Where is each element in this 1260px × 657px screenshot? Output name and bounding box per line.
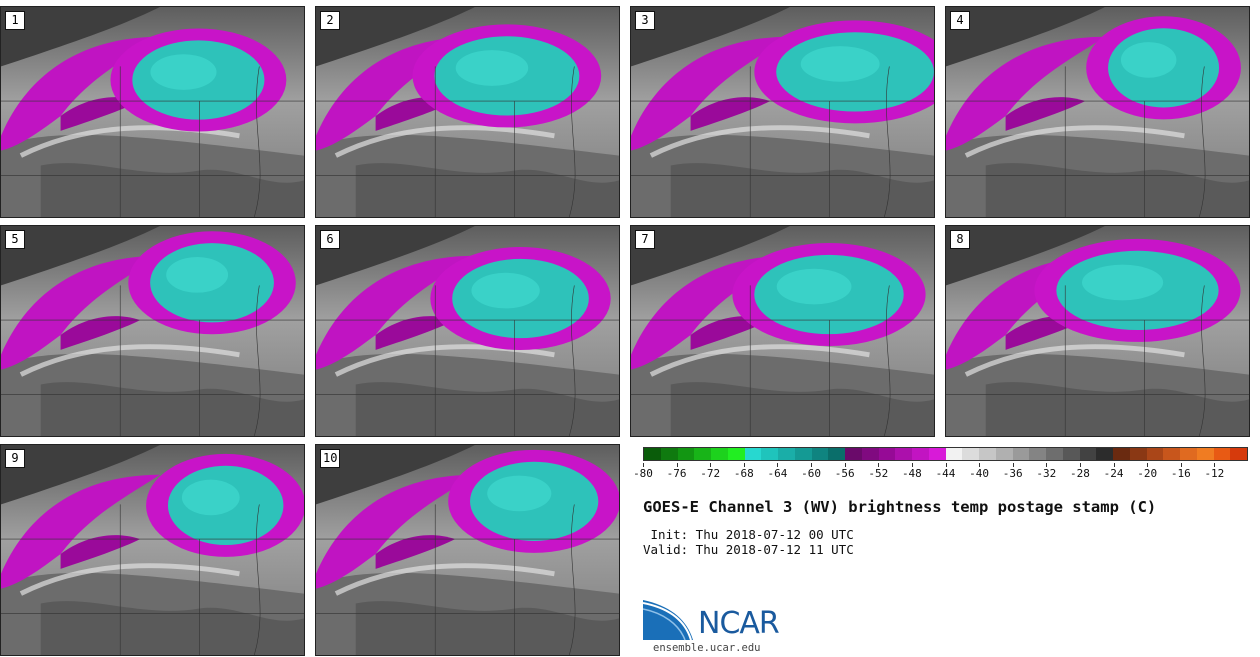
colorbar-segment (929, 448, 946, 460)
water-vapor-map (946, 7, 1249, 217)
colorbar-segment (678, 448, 695, 460)
water-vapor-map (631, 226, 934, 436)
ncar-wordmark: NCAR (698, 608, 779, 640)
init-time: Init: Thu 2018-07-12 00 UTC (643, 527, 854, 542)
colorbar-segment (1063, 448, 1080, 460)
water-vapor-map (316, 445, 619, 655)
colorbar-tick-label: -56 (835, 467, 855, 480)
colorbar-tick-label: -80 (633, 467, 653, 480)
colorbar-segment (745, 448, 762, 460)
colorbar-tick-label: -36 (1003, 467, 1023, 480)
colorbar-segment (996, 448, 1013, 460)
colorbar-segment (895, 448, 912, 460)
map-panel: 6 (315, 225, 620, 437)
colorbar-ticks: -80 -76 -72 -68 -64 -60 -56 -52 -48 -44 -40 -36 -32-… (643, 463, 1248, 483)
colorbar-segment (1029, 448, 1046, 460)
water-vapor-map (1, 445, 304, 655)
water-vapor-map (1, 226, 304, 436)
colorbar-segment (1046, 448, 1063, 460)
water-vapor-map (316, 7, 619, 217)
colorbar-segment (845, 448, 862, 460)
panel-number: 2 (320, 11, 340, 30)
colorbar-tick-label: -20 (1137, 467, 1157, 480)
colorbar-segment (1180, 448, 1197, 460)
colorbar-segment (1214, 448, 1231, 460)
colorbar-segment (1113, 448, 1130, 460)
colorbar-tick-label: -72 (700, 467, 720, 480)
panel-number: 3 (635, 11, 655, 30)
colorbar-segment (761, 448, 778, 460)
colorbar-segment (1130, 448, 1147, 460)
panel-number: 10 (320, 449, 340, 468)
colorbar-segment (862, 448, 879, 460)
colorbar-tick-label: -12 (1204, 467, 1224, 480)
map-panel: 1 (0, 6, 305, 218)
colorbar-segment (1230, 448, 1247, 460)
map-panel: 9 (0, 444, 305, 656)
colorbar (643, 447, 1248, 461)
colorbar-segment (778, 448, 795, 460)
colorbar-segment (879, 448, 896, 460)
map-panel: 10 (315, 444, 620, 656)
colorbar-tick-label: -16 (1171, 467, 1191, 480)
colorbar-segment (795, 448, 812, 460)
map-panel: 8 (945, 225, 1250, 437)
colorbar-segment (1163, 448, 1180, 460)
panel-number: 9 (5, 449, 25, 468)
colorbar-tick-label: -48 (902, 467, 922, 480)
water-vapor-map (946, 226, 1249, 436)
colorbar-tick-label: -40 (969, 467, 989, 480)
colorbar-tick-label: -44 (936, 467, 956, 480)
colorbar-segment (661, 448, 678, 460)
panel-number: 8 (950, 230, 970, 249)
map-panel: 2 (315, 6, 620, 218)
colorbar-segment (962, 448, 979, 460)
water-vapor-map (316, 226, 619, 436)
panel-number: 5 (5, 230, 25, 249)
map-panel: 7 (630, 225, 935, 437)
colorbar-tick-label: -76 (667, 467, 687, 480)
panel-number: 6 (320, 230, 340, 249)
map-panel: 5 (0, 225, 305, 437)
colorbar-segment (946, 448, 963, 460)
colorbar-tick-label: -68 (734, 467, 754, 480)
map-panel: 4 (945, 6, 1250, 218)
colorbar-tick-label: -28 (1070, 467, 1090, 480)
colorbar-segment (1013, 448, 1030, 460)
colorbar-tick-label: -52 (868, 467, 888, 480)
colorbar-segment (912, 448, 929, 460)
panel-number: 1 (5, 11, 25, 30)
figure-title: GOES-E Channel 3 (WV) brightness temp po… (643, 498, 1156, 516)
colorbar-segment (644, 448, 661, 460)
water-vapor-map (631, 7, 934, 217)
panel-number: 4 (950, 11, 970, 30)
colorbar-segment (1080, 448, 1097, 460)
colorbar-segment (1096, 448, 1113, 460)
map-panel: 3 (630, 6, 935, 218)
colorbar-segment (728, 448, 745, 460)
colorbar-segment (1147, 448, 1164, 460)
valid-time: Valid: Thu 2018-07-12 11 UTC (643, 542, 854, 557)
colorbar-segment (828, 448, 845, 460)
colorbar-segment (1197, 448, 1214, 460)
colorbar-tick-label: -64 (768, 467, 788, 480)
colorbar-segment (711, 448, 728, 460)
colorbar-segment (812, 448, 829, 460)
ncar-url: ensemble.ucar.edu (653, 642, 760, 654)
colorbar-tick-label: -24 (1104, 467, 1124, 480)
colorbar-segment (979, 448, 996, 460)
colorbar-tick-label: -32 (1036, 467, 1056, 480)
panel-number: 7 (635, 230, 655, 249)
colorbar-segment (694, 448, 711, 460)
colorbar-tick-label: -60 (801, 467, 821, 480)
water-vapor-map (1, 7, 304, 217)
